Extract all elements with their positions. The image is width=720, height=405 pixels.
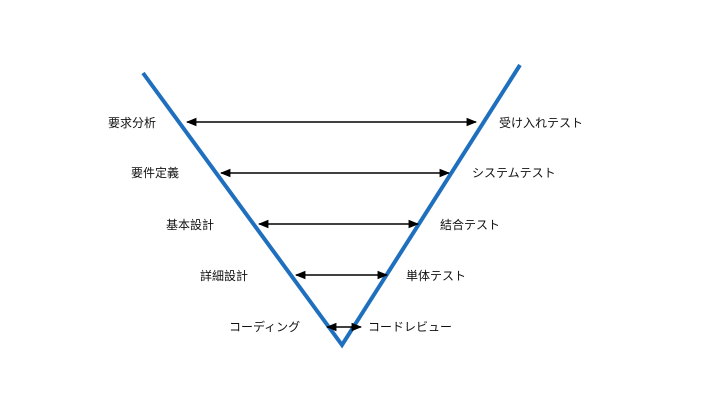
level-2-right-label: システムテスト bbox=[472, 166, 556, 180]
level-5-left-label: コーディング bbox=[229, 320, 301, 334]
level-4-left-label: 詳細設計 bbox=[200, 269, 249, 283]
v-shape-line bbox=[141, 63, 522, 349]
level-1-left-label: 要求分析 bbox=[108, 116, 157, 130]
level-1-right-label: 受け入れテスト bbox=[499, 116, 584, 130]
level-3-left-label: 基本設計 bbox=[166, 218, 215, 232]
level-3-right-label: 結合テスト bbox=[440, 218, 501, 232]
level-4-right-label: 単体テスト bbox=[406, 269, 467, 283]
level-5-right-label: コードレビュー bbox=[368, 320, 453, 334]
level-2-left-label: 要件定義 bbox=[131, 166, 180, 180]
